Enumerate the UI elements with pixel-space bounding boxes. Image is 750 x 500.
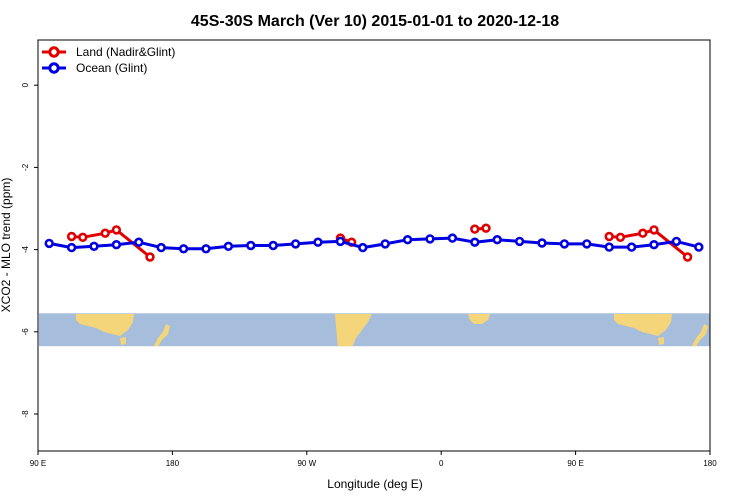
x-axis-label: Longitude (deg E) <box>327 477 422 491</box>
legend-marker-ocean <box>48 62 60 74</box>
chart-title: 45S-30S March (Ver 10) 2015-01-01 to 202… <box>191 13 559 30</box>
legend: Land (Nadir&Glint) Ocean (Glint) <box>42 45 175 75</box>
data-point-ocean <box>89 241 99 252</box>
data-point-ocean <box>649 240 659 250</box>
map-strip <box>39 313 710 347</box>
land-tasmania-2 <box>658 337 664 345</box>
data-point-ocean <box>178 244 189 254</box>
data-point-ocean <box>246 240 256 251</box>
data-point-ocean <box>313 237 323 247</box>
data-point-land <box>470 224 480 234</box>
data-point-ocean <box>492 235 502 245</box>
series-ocean <box>44 233 704 254</box>
data-point-ocean <box>156 242 166 253</box>
x-tick-label: 0 <box>439 459 444 468</box>
x-tick-label: 90 E <box>567 459 583 468</box>
x-tick-label: 180 <box>166 459 180 468</box>
legend-item-land: Land (Nadir&Glint) <box>42 45 175 59</box>
data-point-land <box>78 232 88 243</box>
y-tick-label: -2 <box>21 163 30 171</box>
land-tasmania <box>120 337 126 345</box>
data-point-land <box>145 252 155 262</box>
data-point-ocean <box>626 242 637 252</box>
data-point-land <box>111 225 122 235</box>
land-australia <box>76 314 134 336</box>
land-south-america <box>335 314 372 347</box>
data-point-ocean <box>66 242 77 253</box>
data-point-ocean <box>358 242 368 253</box>
y-tick-label: -8 <box>21 410 30 418</box>
data-point-ocean <box>425 234 435 244</box>
land-new-zealand-2 <box>692 324 708 347</box>
land-new-zealand <box>154 324 170 347</box>
data-point-ocean <box>134 237 144 247</box>
y-axis: 0 -2 -4 -6 -8 <box>21 82 38 418</box>
data-point-land <box>649 225 659 235</box>
data-point-land <box>481 223 491 233</box>
y-axis-label: XCO2 - MLO trend (ppm) <box>0 178 13 313</box>
series-land <box>66 223 693 262</box>
x-tick-label: 90 E <box>30 459 46 468</box>
legend-marker-land <box>48 46 60 58</box>
data-point-land <box>604 231 614 242</box>
y-tick-label: 0 <box>21 82 30 87</box>
x-tick-label: 90 W <box>297 459 316 468</box>
data-point-ocean <box>559 239 570 249</box>
plot-frame <box>37 39 711 452</box>
data-point-land <box>638 228 648 238</box>
legend-item-ocean: Ocean (Glint) <box>42 61 147 75</box>
data-point-ocean <box>335 236 346 247</box>
y-tick-label: -6 <box>21 328 30 336</box>
map-land <box>76 314 708 347</box>
data-point-ocean <box>470 237 480 247</box>
legend-label-land: Land (Nadir&Glint) <box>76 45 175 59</box>
data-point-land <box>100 228 110 238</box>
data-point-ocean <box>201 244 211 254</box>
data-point-ocean <box>290 239 301 249</box>
land-australia-2 <box>614 314 672 336</box>
data-point-land <box>615 232 626 243</box>
x-axis: 90 E 180 90 W 0 90 E 180 <box>30 451 717 468</box>
data-point-ocean <box>694 242 704 252</box>
data-point-ocean <box>268 240 278 251</box>
legend-label-ocean: Ocean (Glint) <box>76 61 147 75</box>
data-point-ocean <box>604 242 614 252</box>
land-africa <box>468 314 490 324</box>
x-tick-label: 180 <box>703 459 717 468</box>
data-point-ocean <box>582 239 592 249</box>
data-point-ocean <box>44 238 54 249</box>
data-point-land <box>66 231 77 242</box>
data-point-ocean <box>111 240 122 250</box>
data-point-ocean <box>447 233 458 243</box>
data-point-ocean <box>514 236 525 247</box>
data-point-ocean <box>671 236 682 247</box>
series-layer <box>44 223 704 262</box>
series-line-ocean <box>48 236 700 251</box>
data-point-ocean <box>402 235 413 245</box>
data-point-ocean <box>537 238 547 248</box>
map-ocean <box>39 313 710 347</box>
data-point-ocean <box>223 241 234 252</box>
y-tick-label: -4 <box>21 246 30 254</box>
data-point-land <box>682 252 693 262</box>
data-point-ocean <box>380 239 390 249</box>
